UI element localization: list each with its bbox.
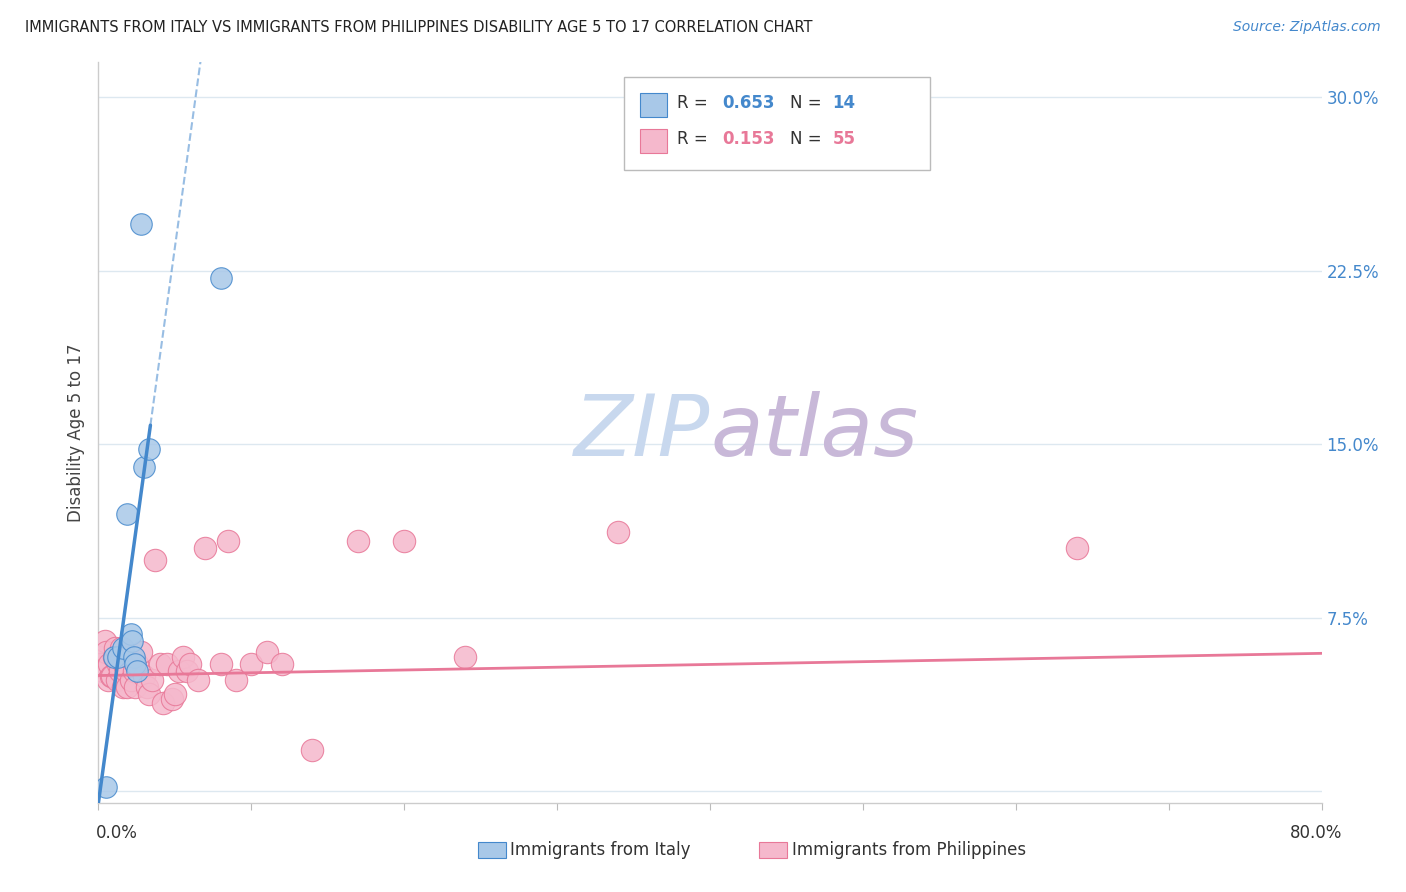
Point (607, 525, 630, 540)
Point (117, 507, 139, 521)
Point (172, 650, 194, 665)
Point (94, 645, 117, 659)
Point (103, 650, 125, 665)
Text: 0.653: 0.653 (723, 95, 775, 112)
Point (163, 687, 186, 701)
Point (187, 673, 209, 688)
Point (143, 553, 166, 567)
Point (209, 657, 232, 671)
Point (194, 541, 217, 556)
Text: N =: N = (790, 95, 827, 112)
Y-axis label: Disability Age 5 to 17: Disability Age 5 to 17 (66, 343, 84, 522)
Point (301, 742, 323, 756)
Point (100, 668, 122, 682)
Point (93, 633, 115, 648)
Point (124, 680, 146, 694)
Point (347, 534, 370, 549)
Point (240, 657, 263, 671)
Point (125, 664, 148, 678)
Point (169, 664, 191, 678)
Point (134, 668, 156, 682)
Point (270, 657, 292, 671)
Point (179, 657, 201, 671)
Point (117, 680, 139, 694)
Point (392, 534, 416, 549)
Point (112, 657, 135, 671)
Point (91, 664, 114, 678)
Point (121, 650, 143, 665)
Text: R =: R = (678, 129, 713, 148)
Point (454, 650, 477, 665)
Text: 80.0%: 80.0% (1291, 824, 1343, 842)
Point (156, 657, 179, 671)
Point (138, 442, 160, 456)
Point (94, 780, 117, 794)
Text: R =: R = (678, 95, 713, 112)
Point (111, 640, 134, 655)
Point (101, 668, 124, 682)
Point (107, 650, 129, 665)
Point (121, 633, 143, 648)
Point (110, 640, 132, 655)
Text: IMMIGRANTS FROM ITALY VS IMMIGRANTS FROM PHILIPPINES DISABILITY AGE 5 TO 17 CORR: IMMIGRANTS FROM ITALY VS IMMIGRANTS FROM… (25, 20, 813, 35)
Point (120, 673, 142, 688)
Text: 0.0%: 0.0% (96, 824, 138, 842)
Point (225, 673, 247, 688)
Point (149, 657, 172, 671)
Text: atlas: atlas (710, 391, 918, 475)
Point (118, 650, 141, 665)
Point (160, 691, 183, 706)
Point (97, 673, 120, 688)
Text: 0.153: 0.153 (723, 129, 775, 148)
Text: Immigrants from Italy: Immigrants from Italy (510, 841, 690, 859)
Point (107, 657, 129, 671)
Point (209, 270, 232, 285)
Bar (640, 128, 668, 153)
Point (104, 640, 127, 655)
Text: Source: ZipAtlas.com: Source: ZipAtlas.com (1233, 20, 1381, 34)
Point (120, 627, 142, 641)
Bar (640, 94, 668, 117)
Point (111, 680, 134, 694)
Point (1066, 541, 1088, 556)
Point (105, 673, 128, 688)
FancyBboxPatch shape (624, 78, 931, 169)
Text: N =: N = (790, 129, 827, 148)
Point (98, 657, 121, 671)
Point (217, 534, 239, 549)
Point (89, 650, 111, 665)
Point (122, 650, 145, 665)
Point (124, 657, 146, 671)
Text: ZIP: ZIP (574, 391, 710, 475)
Point (134, 460, 156, 475)
Text: Immigrants from Philippines: Immigrants from Philippines (792, 841, 1026, 859)
Point (152, 696, 174, 710)
Point (108, 664, 131, 678)
Point (136, 680, 159, 694)
Point (115, 664, 138, 678)
Point (122, 664, 145, 678)
Point (129, 218, 152, 232)
Point (141, 673, 163, 688)
Text: 55: 55 (832, 129, 855, 148)
Point (125, 657, 148, 671)
Point (176, 664, 198, 678)
Point (138, 687, 160, 701)
Text: 14: 14 (832, 95, 855, 112)
Point (90, 657, 112, 671)
Point (129, 645, 152, 659)
Point (256, 645, 278, 659)
Point (103, 650, 125, 665)
